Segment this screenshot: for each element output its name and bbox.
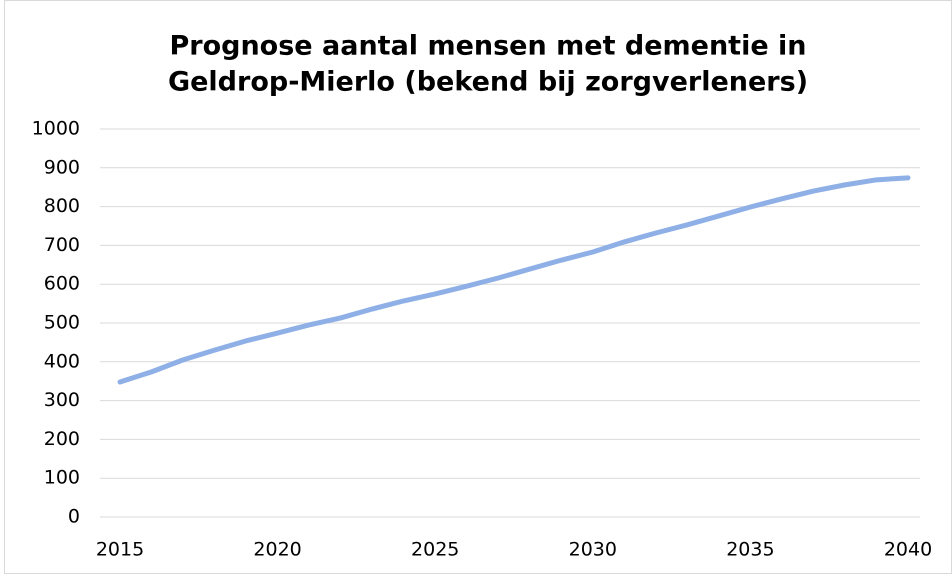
x-tick-label: 2015 bbox=[96, 539, 144, 561]
chart-title: Geldrop-Mierlo (bekend bij zorgverleners… bbox=[168, 67, 808, 98]
y-tick-label: 0 bbox=[68, 506, 80, 528]
y-tick-label: 600 bbox=[44, 273, 80, 295]
y-tick-label: 700 bbox=[44, 234, 80, 256]
x-tick-label: 2040 bbox=[884, 539, 932, 561]
data-line bbox=[117, 175, 911, 385]
y-tick-label: 100 bbox=[44, 467, 80, 489]
x-tick-label: 2020 bbox=[253, 539, 301, 561]
y-tick-label: 800 bbox=[44, 195, 80, 217]
chart-title: Prognose aantal mensen met dementie in bbox=[169, 31, 806, 62]
y-tick-label: 500 bbox=[44, 312, 80, 334]
x-tick-label: 2025 bbox=[411, 539, 459, 561]
y-tick-label: 900 bbox=[44, 156, 80, 178]
x-tick-label: 2030 bbox=[569, 539, 617, 561]
y-tick-label: 400 bbox=[44, 350, 80, 372]
x-tick-label: 2035 bbox=[726, 539, 774, 561]
y-tick-label: 1000 bbox=[32, 118, 80, 140]
y-tick-label: 200 bbox=[44, 428, 80, 450]
y-tick-label: 300 bbox=[44, 389, 80, 411]
